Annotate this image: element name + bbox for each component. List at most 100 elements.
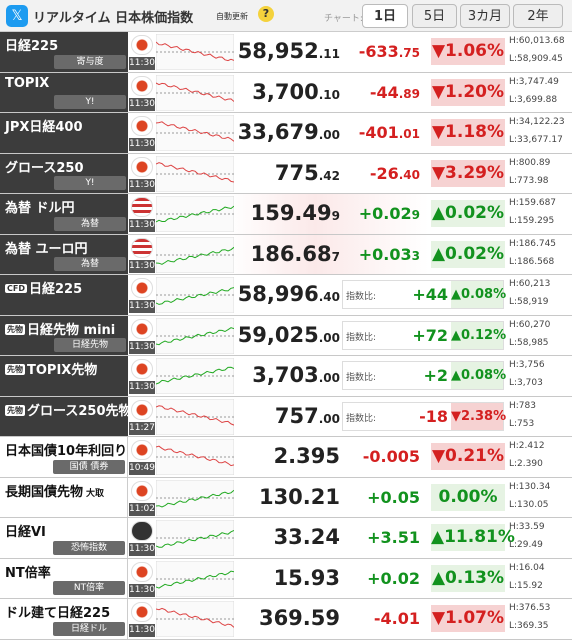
low: L:3,699.88 [509, 94, 558, 105]
price: 3,700.10 [252, 80, 340, 104]
change-main: +3.51 [367, 528, 420, 548]
quote-row[interactable]: 日経VI 恐怖指数 11:30 33.24 +3.51 ▲11.81% H:33.59 L:2… [0, 518, 572, 559]
percent-change: 0.00% [431, 483, 505, 511]
quote-row[interactable]: 為替 ユーロ円 為替 11:30 186.687 +0.033 ▲0.02% H:186.7… [0, 234, 572, 276]
name-cell: 為替 ユーロ円 為替 [0, 234, 128, 275]
price-decimal: .00 [318, 371, 340, 386]
name-text: 日経225 [5, 39, 59, 54]
low: L:33,677.17 [509, 135, 563, 146]
sparkline [156, 277, 234, 314]
price-decimal: .42 [318, 168, 340, 183]
range-tab[interactable]: 2年 [513, 4, 563, 28]
name-cell: 先物 TOPIX先物 [0, 356, 128, 396]
quote-row[interactable]: TOPIX Y! 11:30 3,700.10 -44.89 ▼1.20% H:3,747.… [0, 72, 572, 114]
quote-row[interactable]: NT倍率 NT倍率 11:30 15.93 +0.02 ▲0.13% H:16.04 L:15… [0, 558, 572, 600]
quote-row[interactable]: 日経225 寄与度 11:30 58,952.11 -633.75 ▼1.06% H:60,… [0, 32, 572, 73]
low: L:29.49 [509, 540, 543, 551]
flag-icon [131, 278, 153, 299]
price-main: 186.68 [250, 241, 332, 266]
sparkline [156, 520, 234, 557]
name-text: NT倍率 [5, 565, 51, 581]
sub-button[interactable]: 国債 債券 [53, 459, 125, 474]
quote-row[interactable]: 先物 TOPIX先物 11:30 3,703.00 指数比: +2 ▲0.08% H:3,75… [0, 356, 572, 397]
change: +0.05 [367, 488, 420, 507]
price: 59,025.00 [238, 323, 340, 347]
quote-row[interactable]: 先物 グロース250先物 11:27 757.00 指数比: -18 ▼2.38% H:783… [0, 396, 572, 438]
help-button[interactable]: ? [258, 6, 274, 22]
price-decimal: .40 [318, 290, 340, 305]
time: 11:30 [129, 340, 155, 354]
sub-button[interactable]: 日経ドル [53, 621, 125, 636]
change-decimal: .89 [398, 86, 420, 101]
sparkline [156, 236, 234, 273]
sub-button[interactable]: 恐怖指数 [53, 540, 125, 555]
percent-change: ▼1.20% [431, 78, 505, 106]
high: H:159.687 [509, 198, 557, 209]
sub-button[interactable]: 為替 [54, 216, 126, 231]
change-decimal: .01 [398, 127, 420, 142]
badge: 先物 [5, 323, 25, 335]
quote-row[interactable]: CFD 日経225 11:30 58,996.40 指数比: +44 ▲0.08% H:60,… [0, 275, 572, 316]
sparkline [156, 601, 234, 638]
range-tab[interactable]: 1日 [362, 4, 408, 28]
price-main: 757 [274, 403, 319, 428]
percent-change: ▲0.12% [451, 321, 506, 349]
change: -44.89 [370, 83, 420, 102]
range-tab[interactable]: 3カ月 [460, 4, 510, 28]
name-cell: JPX日経400 [0, 113, 128, 153]
name-text: グロース250先物 [27, 403, 132, 419]
name-text: 日経先物 mini [27, 322, 116, 338]
time: 11:30 [129, 178, 155, 192]
name: 先物 グロース250先物 [5, 400, 132, 419]
name: CFD 日経225 [5, 278, 82, 297]
name: 先物 日経先物 mini [5, 319, 115, 338]
time: 11:30 [129, 259, 155, 273]
sub-button[interactable]: Y! [54, 176, 126, 191]
sub-button[interactable]: 為替 [54, 257, 126, 272]
flag-icon [131, 359, 153, 380]
sub-button[interactable]: NT倍率 [53, 581, 125, 596]
low: L:2.390 [509, 459, 543, 470]
sparkline [156, 34, 234, 70]
low: L:3,703 [509, 378, 543, 389]
name-text: 日経VI [5, 525, 46, 541]
time: 11:27 [129, 421, 155, 435]
quote-row[interactable]: ドル建て日経225 日経ドル 11:30 369.59 -4.01 ▼1.07% H:376… [0, 599, 572, 640]
change-main: -44 [369, 82, 399, 102]
flag-icon [131, 561, 153, 582]
ratio-box: 指数比: [342, 361, 504, 391]
ratio-box: 指数比: [342, 280, 504, 310]
quote-row[interactable]: 長期国債先物 大取 11:02 130.21 +0.05 0.00% H:130.34 L:1… [0, 477, 572, 519]
name: 日経225 [5, 35, 58, 54]
x-share-icon[interactable]: 𝕏 [6, 5, 28, 27]
sub-button[interactable]: Y! [54, 95, 126, 110]
quote-row[interactable]: 日本国債10年利回り 国債 債券 10:49 2.395 -0.005 ▼0.21% H:2… [0, 437, 572, 478]
name-text: 為替 ドル円 [5, 201, 75, 217]
badge: 先物 [5, 404, 25, 416]
name-cell: 為替 ドル円 為替 [0, 194, 128, 234]
price: 369.59 [259, 606, 340, 630]
price: 3,703.00 [252, 363, 340, 387]
name: TOPIX [5, 76, 49, 91]
name: 為替 ユーロ円 [5, 238, 88, 257]
name-cell: 先物 日経先物 mini 日経先物 [0, 315, 128, 356]
flag-icon [131, 75, 153, 96]
sub-button[interactable]: 寄与度 [54, 54, 126, 69]
quote-row[interactable]: グロース250 Y! 11:30 775.42 -26.40 ▼3.29% H:800.89… [0, 153, 572, 195]
change-decimal: .75 [398, 46, 420, 60]
change: +0.033 [359, 245, 420, 264]
quote-row[interactable]: JPX日経400 11:30 33,679.00 -401.01 ▼1.18% H:34,… [0, 113, 572, 154]
quote-row[interactable]: 為替 ドル円 為替 11:30 159.499 +0.029 ▲0.02% H:159.68… [0, 194, 572, 235]
range-tab[interactable]: 5日 [412, 4, 457, 28]
sub-button[interactable]: 日経先物 [54, 338, 126, 353]
percent-change: ▲0.02% [431, 200, 505, 228]
sparkline [156, 439, 234, 476]
quote-row[interactable]: 先物 日経先物 mini 日経先物 11:30 59,025.00 指数比: +72 ▲0.1… [0, 315, 572, 357]
high: H:16.04 [509, 562, 545, 573]
price: 159.499 [251, 201, 340, 225]
change: -4.01 [374, 609, 420, 628]
change-decimal: 9 [411, 208, 420, 223]
percent-change: ▲0.08% [451, 281, 506, 309]
change: +0.029 [359, 204, 420, 223]
name: ドル建て日経225 [5, 602, 110, 621]
